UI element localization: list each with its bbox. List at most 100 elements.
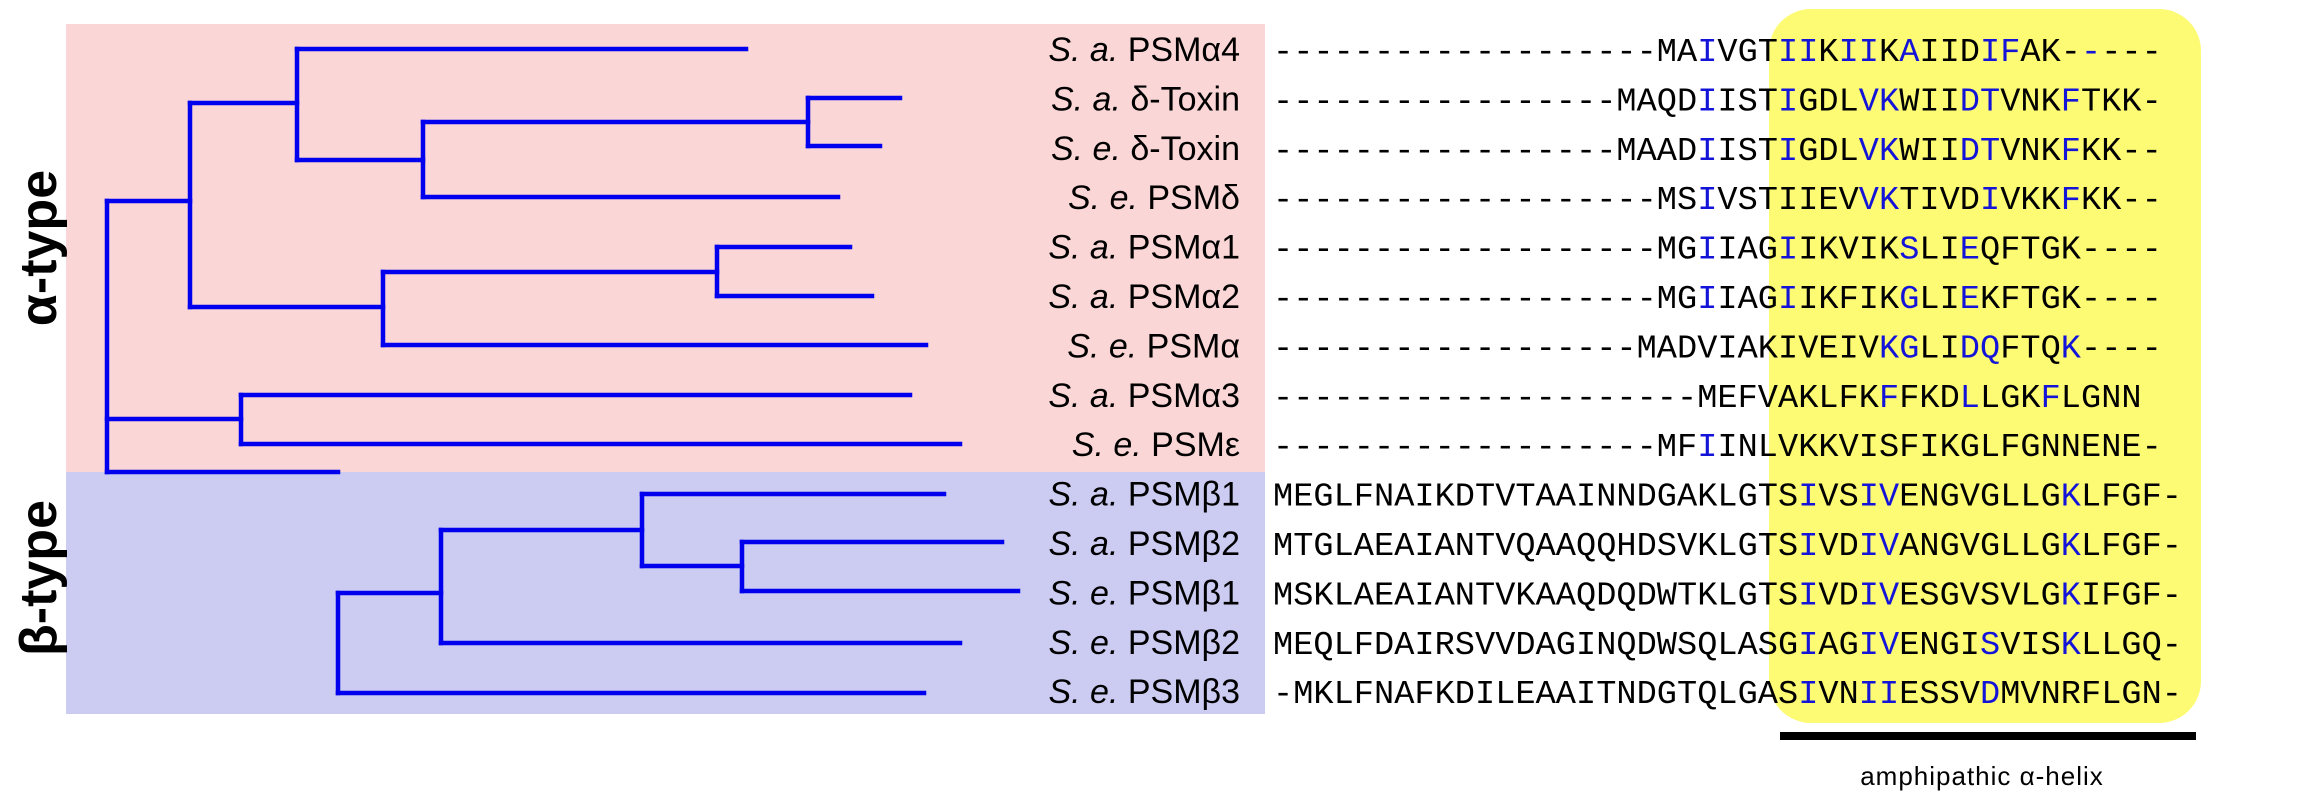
residue: - [2101, 34, 2121, 72]
sequence-row: -------------------MGIIAGIIKFIKGLIEKFTGK… [1273, 281, 2162, 319]
residue: T [1677, 577, 1697, 615]
residue: F [2142, 479, 2162, 517]
residue: A [1394, 577, 1415, 615]
residue: - [1334, 83, 1354, 121]
residue: D [1818, 83, 1838, 121]
residue: - [1536, 281, 1556, 319]
residue: - [1313, 330, 1333, 368]
sequence-row: MEQLFDAIRSVVDAGINQDWSQLASGIAGIVENGISVISK… [1273, 627, 2182, 665]
residue: I [1839, 330, 1859, 368]
residue: - [1414, 429, 1434, 467]
residue: - [1596, 34, 1616, 72]
conserved-residue: T [1980, 133, 2000, 171]
conserved-residue: I [1859, 479, 1879, 517]
residue: - [1576, 232, 1596, 270]
residue: T [1475, 479, 1495, 517]
conserved-residue: K [1879, 182, 1900, 220]
residue: K [1879, 281, 1900, 319]
conserved-residue: K [1879, 83, 1900, 121]
residue: T [1758, 133, 1778, 171]
conserved-residue: I [1859, 577, 1879, 615]
residue: - [1455, 380, 1475, 418]
residue: N [1738, 429, 1758, 467]
residue: F [2101, 479, 2121, 517]
protein-name: PSMβ2 [1118, 624, 1240, 662]
taxon-label: S. a. PSMα2 [1048, 278, 1240, 316]
residue: I [1576, 676, 1596, 714]
residue: A [1556, 479, 1577, 517]
residue: - [1435, 330, 1455, 368]
residue: - [1637, 281, 1657, 319]
residue: F [2000, 281, 2020, 319]
residue: - [1435, 281, 1455, 319]
residue: - [1293, 133, 1313, 171]
residue: A [1637, 83, 1658, 121]
residue: N [1616, 479, 1636, 517]
residue: T [1758, 182, 1778, 220]
residue: - [1495, 330, 1515, 368]
residue: K [2121, 83, 2142, 121]
residue: K [1515, 577, 1536, 615]
residue: K [1697, 528, 1718, 566]
residue: - [1616, 429, 1636, 467]
residue: A [1758, 676, 1779, 714]
residue: - [1394, 34, 1414, 72]
residue: K [1435, 479, 1456, 517]
conserved-residue: V [1879, 577, 1899, 615]
residue: - [1515, 429, 1535, 467]
residue: L [2020, 479, 2040, 517]
residue: - [1515, 281, 1535, 319]
residue: - [1374, 330, 1394, 368]
residue: V [1798, 330, 1818, 368]
residue: - [1313, 281, 1333, 319]
species-abbrev: S. e. [1072, 426, 1142, 464]
residue: G [1313, 528, 1333, 566]
residue: I [1576, 627, 1596, 665]
residue: - [1354, 34, 1374, 72]
residue: V [2000, 182, 2020, 220]
species-abbrev: S. a. [1048, 229, 1118, 267]
residue: - [1576, 330, 1596, 368]
residue: S [1657, 528, 1677, 566]
residue: - [1556, 281, 1576, 319]
residue: T [1596, 676, 1616, 714]
residue: N [2121, 380, 2141, 418]
residue: L [2101, 627, 2121, 665]
residue: K [1798, 380, 1819, 418]
residue: - [1616, 34, 1636, 72]
conserved-residue: I [1778, 83, 1798, 121]
residue: - [2101, 232, 2121, 270]
residue: - [1334, 182, 1354, 220]
residue: N [1919, 528, 1939, 566]
residue: - [1616, 330, 1636, 368]
residue: G [1940, 528, 1960, 566]
residue: S [2041, 627, 2061, 665]
residue: L [1919, 232, 1939, 270]
residue: A [2020, 34, 2041, 72]
residue: G [1556, 627, 1576, 665]
phylogenetic-tree [104, 46, 1021, 696]
residue: M [1657, 429, 1677, 467]
residue: - [1475, 330, 1495, 368]
residue: - [1374, 34, 1394, 72]
residue: - [1354, 330, 1374, 368]
conserved-residue: - [2081, 34, 2101, 72]
residue: E [2121, 429, 2141, 467]
residue: - [1637, 182, 1657, 220]
residue: - [1556, 182, 1576, 220]
residue: - [1536, 133, 1556, 171]
residue: - [2101, 281, 2121, 319]
conserved-residue: F [2041, 380, 2061, 418]
taxon-label: S. e. PSMβ3 [1048, 673, 1240, 711]
residue: - [2162, 528, 2182, 566]
residue: I [1919, 83, 1939, 121]
conserved-residue: I [1980, 182, 2000, 220]
residue: V [1839, 232, 1859, 270]
conserved-residue: I [1980, 34, 2000, 72]
residue: - [2061, 34, 2081, 72]
conserved-residue: G [1899, 330, 1919, 368]
residue: - [1414, 182, 1434, 220]
residue: A [1556, 676, 1577, 714]
conserved-residue: T [1980, 83, 2000, 121]
residue: - [2081, 281, 2101, 319]
